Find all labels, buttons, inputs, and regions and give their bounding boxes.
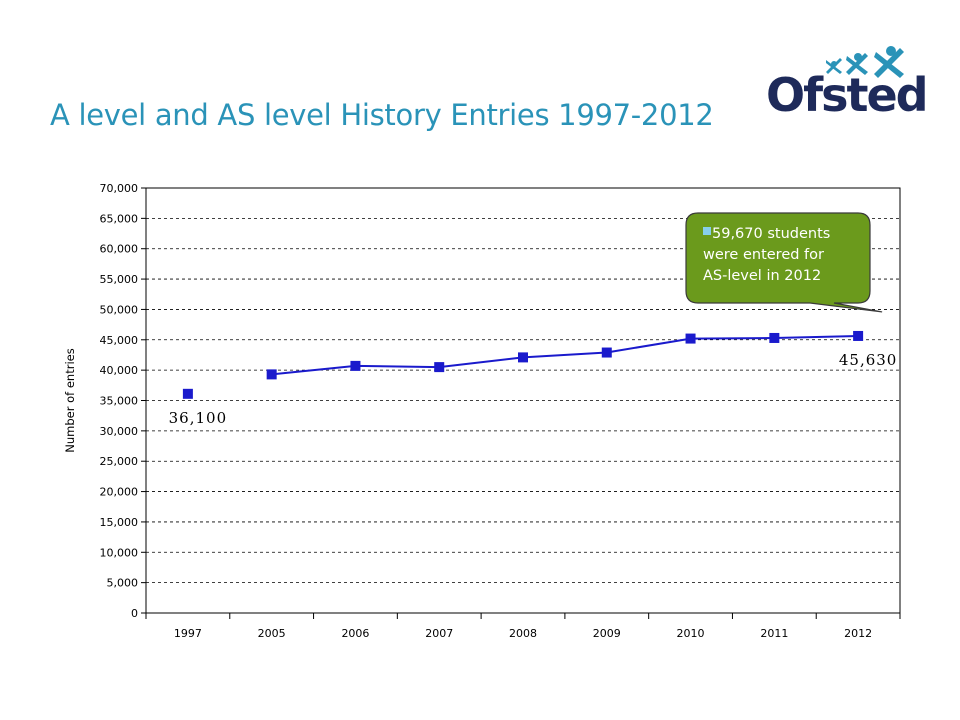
x-tick-label: 2010 xyxy=(677,627,705,640)
x-tick-label: 2008 xyxy=(509,627,537,640)
y-tick-label: 35,000 xyxy=(100,395,139,408)
slide-title: A level and AS level History Entries 199… xyxy=(50,98,714,132)
y-tick-label: 15,000 xyxy=(100,516,139,529)
y-tick-label: 50,000 xyxy=(100,303,139,316)
y-tick-label: 40,000 xyxy=(100,364,139,377)
x-tick-label: 2009 xyxy=(593,627,621,640)
x-tick-label: 2007 xyxy=(425,627,453,640)
y-tick-label: 5,000 xyxy=(107,577,139,590)
x-tick-label: 2011 xyxy=(760,627,788,640)
y-axis-title: Number of entries xyxy=(63,348,77,452)
y-tick-label: 20,000 xyxy=(100,486,139,499)
callout-bubble xyxy=(685,212,883,313)
series-point xyxy=(769,332,780,343)
ofsted-logo: Ofsted xyxy=(760,40,940,130)
series-point xyxy=(601,347,612,358)
y-tick-label: 45,000 xyxy=(100,334,139,347)
y-tick-label: 25,000 xyxy=(100,455,139,468)
series-point xyxy=(518,352,528,363)
x-tick-label: 2006 xyxy=(341,627,369,640)
y-tick-label: 55,000 xyxy=(100,273,139,286)
series-point xyxy=(685,333,696,344)
y-tick-label: 60,000 xyxy=(100,243,139,256)
series-layer xyxy=(182,330,864,399)
callout-text: 59,670 students xyxy=(712,226,830,242)
x-tick-label: 2005 xyxy=(258,627,286,640)
series-point xyxy=(350,360,361,371)
series-point xyxy=(853,330,864,341)
stars-icon xyxy=(826,46,904,78)
y-tick-label: 30,000 xyxy=(100,425,139,438)
y-tick-label: 65,000 xyxy=(100,212,139,225)
logo-wordmark: Ofsted xyxy=(766,68,929,122)
data-label: 45,630 xyxy=(839,351,898,369)
annotation-callout: 59,670 students were entered for AS-level … xyxy=(685,212,883,313)
x-tick-label: 1997 xyxy=(174,627,202,640)
series-point xyxy=(434,362,445,373)
y-tick-label: 70,000 xyxy=(100,182,139,195)
y-axis-ticks: 0 5,000 10,000 15,000 20,000 25,000 30,000 35,0… xyxy=(100,182,146,620)
data-label: 36,100 xyxy=(169,409,228,427)
x-axis-ticks: 1997 2005 2006 2007 2008 2009 2010 2011 2012 xyxy=(145,613,901,640)
data-labels: 36,100 45,630 xyxy=(169,351,898,427)
y-tick-label: 0 xyxy=(131,607,138,620)
x-tick-label: 2012 xyxy=(844,627,872,640)
callout-text: AS-level in 2012 xyxy=(703,268,821,284)
series-line xyxy=(271,335,859,376)
series-point xyxy=(266,369,277,380)
y-tick-label: 10,000 xyxy=(100,546,139,559)
callout-bullet xyxy=(703,227,711,235)
series-point xyxy=(182,388,193,399)
callout-text: were entered for xyxy=(703,247,824,263)
